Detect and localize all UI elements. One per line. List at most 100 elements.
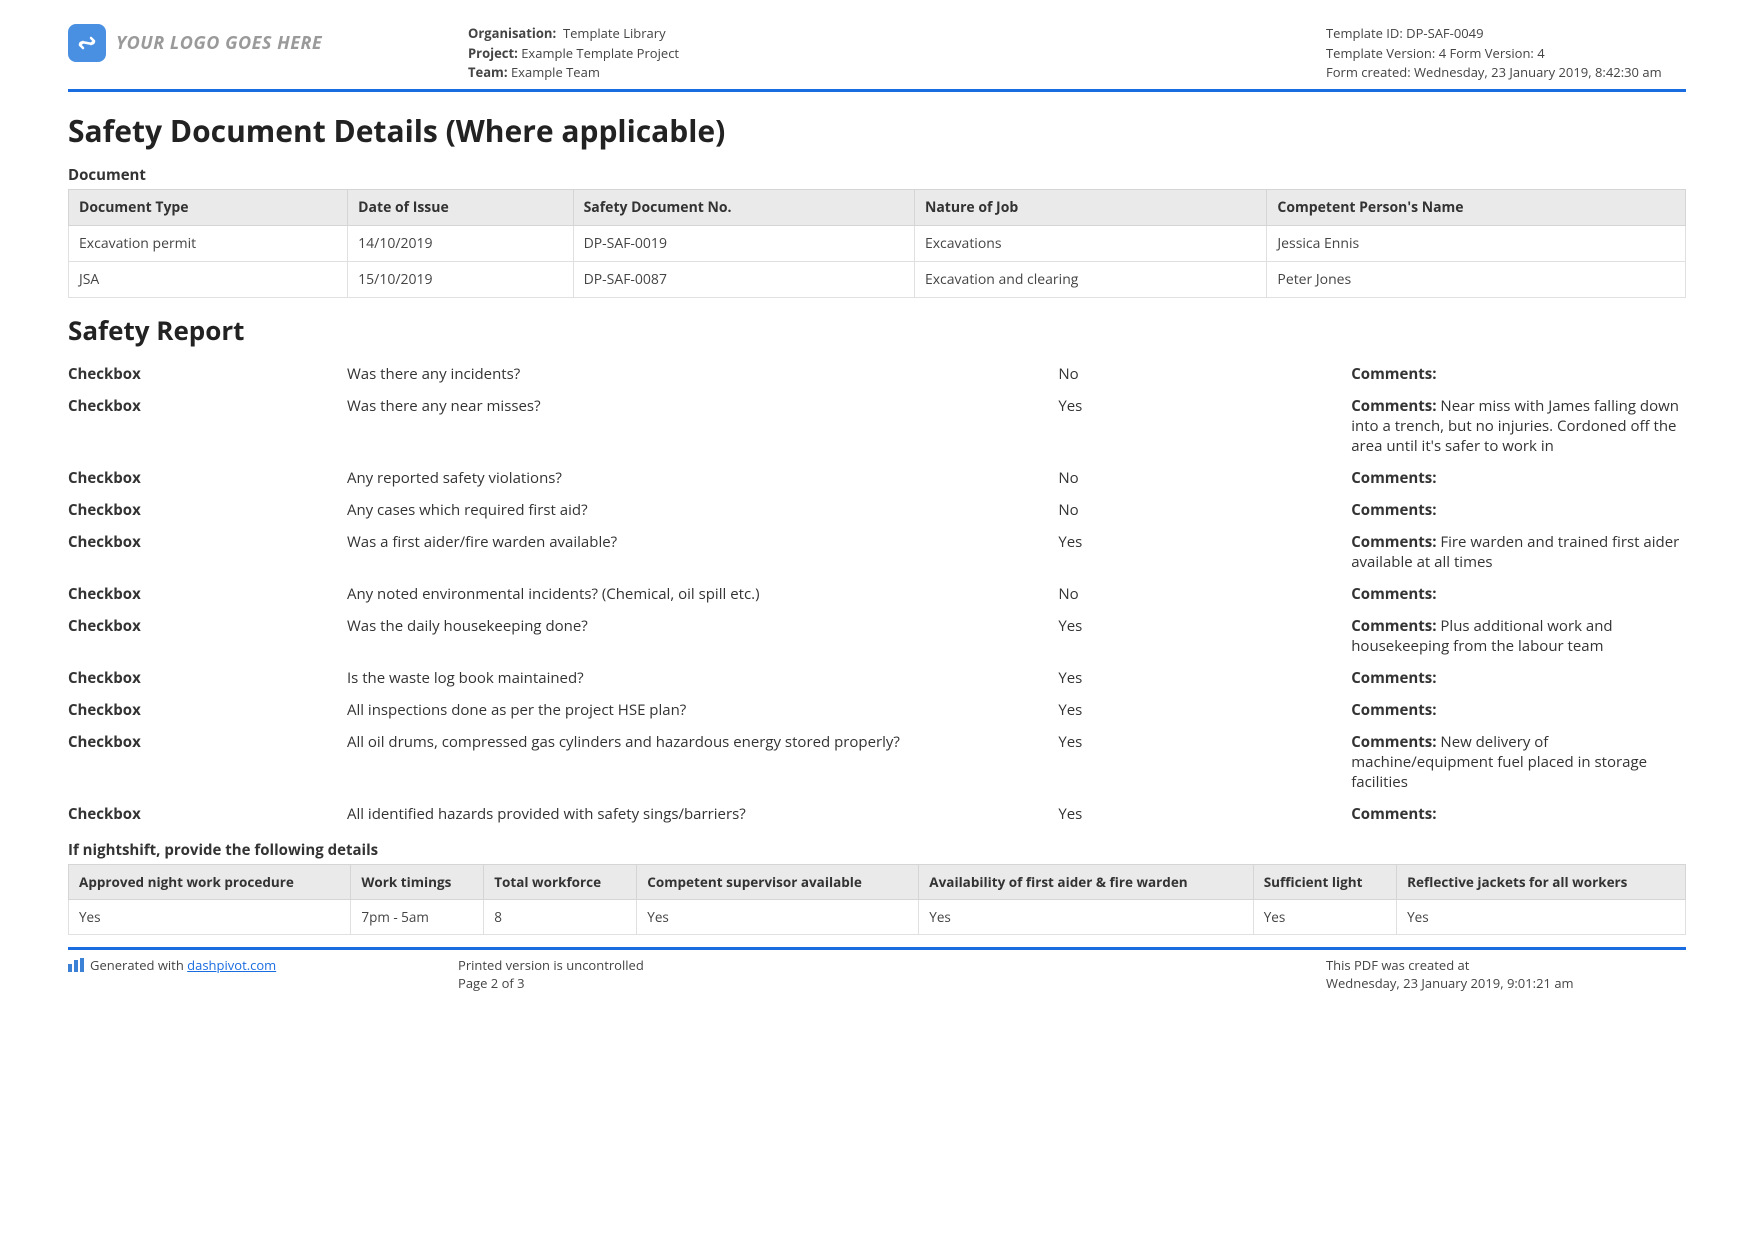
table-cell: 15/10/2019 xyxy=(348,261,573,297)
table-cell: Excavation and clearing xyxy=(914,261,1266,297)
report-row: CheckboxAll identified hazards provided … xyxy=(68,798,1686,830)
report-row: CheckboxAll oil drums, compressed gas cy… xyxy=(68,726,1686,798)
logo-icon xyxy=(68,24,106,62)
footer-right: This PDF was created at Wednesday, 23 Ja… xyxy=(1326,956,1686,992)
table-cell: Yes xyxy=(919,899,1253,934)
table-header: Availability of first aider & fire warde… xyxy=(919,864,1253,899)
report-question: All oil drums, compressed gas cylinders … xyxy=(347,726,1058,798)
comments-label: Comments: xyxy=(1351,668,1436,688)
table-row: JSA15/10/2019DP-SAF-0087Excavation and c… xyxy=(69,261,1686,297)
team-label: Team: xyxy=(468,63,508,81)
report-answer: Yes xyxy=(1058,662,1351,694)
table-header: Document Type xyxy=(69,189,348,225)
report-answer: Yes xyxy=(1058,694,1351,726)
checkbox-label: Checkbox xyxy=(68,526,347,578)
report-comments: Comments: xyxy=(1351,462,1686,494)
report-question: Was there any near misses? xyxy=(347,390,1058,462)
report-answer: Yes xyxy=(1058,526,1351,578)
footer-mid: Printed version is uncontrolled Page 2 o… xyxy=(458,956,1326,992)
report-answer: No xyxy=(1058,462,1351,494)
report-answer: Yes xyxy=(1058,798,1351,830)
created-label: This PDF was created at xyxy=(1326,956,1686,974)
org-label: Organisation: xyxy=(468,24,556,42)
report-row: CheckboxWas there any near misses?YesCom… xyxy=(68,390,1686,462)
table-header: Approved night work procedure xyxy=(69,864,351,899)
form-created-label: Form created: xyxy=(1326,63,1411,81)
report-question: Was a first aider/fire warden available? xyxy=(347,526,1058,578)
report-row: CheckboxAny noted environmental incident… xyxy=(68,578,1686,610)
document-subhead: Document xyxy=(68,165,1686,185)
checkbox-label: Checkbox xyxy=(68,694,347,726)
table-header: Nature of Job xyxy=(914,189,1266,225)
nightshift-table: Approved night work procedureWork timing… xyxy=(68,864,1686,935)
project-value: Example Template Project xyxy=(521,44,679,62)
printed-line: Printed version is uncontrolled xyxy=(458,956,1326,974)
report-question: Is the waste log book maintained? xyxy=(347,662,1058,694)
table-row: Excavation permit14/10/2019DP-SAF-0019Ex… xyxy=(69,225,1686,261)
comments-label: Comments: xyxy=(1351,732,1436,752)
report-comments: Comments: xyxy=(1351,662,1686,694)
checkbox-label: Checkbox xyxy=(68,798,347,830)
team-value: Example Team xyxy=(511,63,600,81)
table-header: Safety Document No. xyxy=(573,189,914,225)
comments-label: Comments: xyxy=(1351,532,1436,552)
report-comments: Comments: Fire warden and trained first … xyxy=(1351,526,1686,578)
comments-label: Comments: xyxy=(1351,468,1436,488)
table-header: Date of Issue xyxy=(348,189,573,225)
report-row: CheckboxAny cases which required first a… xyxy=(68,494,1686,526)
report-answer: Yes xyxy=(1058,610,1351,662)
template-version-value: 4 xyxy=(1439,44,1446,62)
section2-title: Safety Report xyxy=(68,312,1686,348)
template-id-label: Template ID: xyxy=(1326,24,1403,42)
table-cell: Yes xyxy=(69,899,351,934)
logo-block: YOUR LOGO GOES HERE xyxy=(68,24,468,62)
comments-label: Comments: xyxy=(1351,364,1436,384)
table-header: Sufficient light xyxy=(1253,864,1396,899)
created-value: Wednesday, 23 January 2019, 9:01:21 am xyxy=(1326,974,1686,992)
table-cell: Yes xyxy=(1253,899,1396,934)
page-footer: Generated with dashpivot.com Printed ver… xyxy=(68,947,1686,992)
report-question: All inspections done as per the project … xyxy=(347,694,1058,726)
template-id-value: DP-SAF-0049 xyxy=(1406,24,1483,42)
table-header: Competent supervisor available xyxy=(637,864,919,899)
checkbox-label: Checkbox xyxy=(68,662,347,694)
footer-left: Generated with dashpivot.com xyxy=(68,956,458,992)
report-comments: Comments: xyxy=(1351,798,1686,830)
section1-title: Safety Document Details (Where applicabl… xyxy=(68,110,1686,151)
table-cell: JSA xyxy=(69,261,348,297)
comments-label: Comments: xyxy=(1351,584,1436,604)
page-line: Page 2 of 3 xyxy=(458,974,1326,992)
report-answer: Yes xyxy=(1058,726,1351,798)
checkbox-label: Checkbox xyxy=(68,358,347,390)
report-answer: No xyxy=(1058,494,1351,526)
form-version-value: 4 xyxy=(1537,44,1544,62)
comments-label: Comments: xyxy=(1351,500,1436,520)
checkbox-label: Checkbox xyxy=(68,494,347,526)
report-question: Was the daily housekeeping done? xyxy=(347,610,1058,662)
comments-label: Comments: xyxy=(1351,700,1436,720)
page-header: YOUR LOGO GOES HERE Organisation: Templa… xyxy=(68,24,1686,92)
report-answer: No xyxy=(1058,578,1351,610)
table-cell: 7pm - 5am xyxy=(351,899,484,934)
report-row: CheckboxWas the daily housekeeping done?… xyxy=(68,610,1686,662)
report-row: CheckboxWas a first aider/fire warden av… xyxy=(68,526,1686,578)
report-comments: Comments: xyxy=(1351,694,1686,726)
safety-report-table: CheckboxWas there any incidents?NoCommen… xyxy=(68,358,1686,830)
header-meta-right: Template ID: DP-SAF-0049 Template Versio… xyxy=(1326,24,1686,83)
template-version-label: Template Version: xyxy=(1326,44,1435,62)
logo-placeholder-text: YOUR LOGO GOES HERE xyxy=(116,31,322,55)
table-cell: Excavations xyxy=(914,225,1266,261)
table-header: Competent Person's Name xyxy=(1267,189,1686,225)
generated-prefix: Generated with xyxy=(90,956,187,974)
project-label: Project: xyxy=(468,44,518,62)
dashpivot-link[interactable]: dashpivot.com xyxy=(187,956,276,974)
report-comments: Comments: Plus additional work and house… xyxy=(1351,610,1686,662)
table-cell: Jessica Ennis xyxy=(1267,225,1686,261)
checkbox-label: Checkbox xyxy=(68,390,347,462)
nightshift-subhead: If nightshift, provide the following det… xyxy=(68,840,1686,860)
table-row: Yes7pm - 5am8YesYesYesYes xyxy=(69,899,1686,934)
report-row: CheckboxIs the waste log book maintained… xyxy=(68,662,1686,694)
table-header: Reflective jackets for all workers xyxy=(1397,864,1686,899)
report-comments: Comments: New delivery of machine/equipm… xyxy=(1351,726,1686,798)
report-question: Was there any incidents? xyxy=(347,358,1058,390)
